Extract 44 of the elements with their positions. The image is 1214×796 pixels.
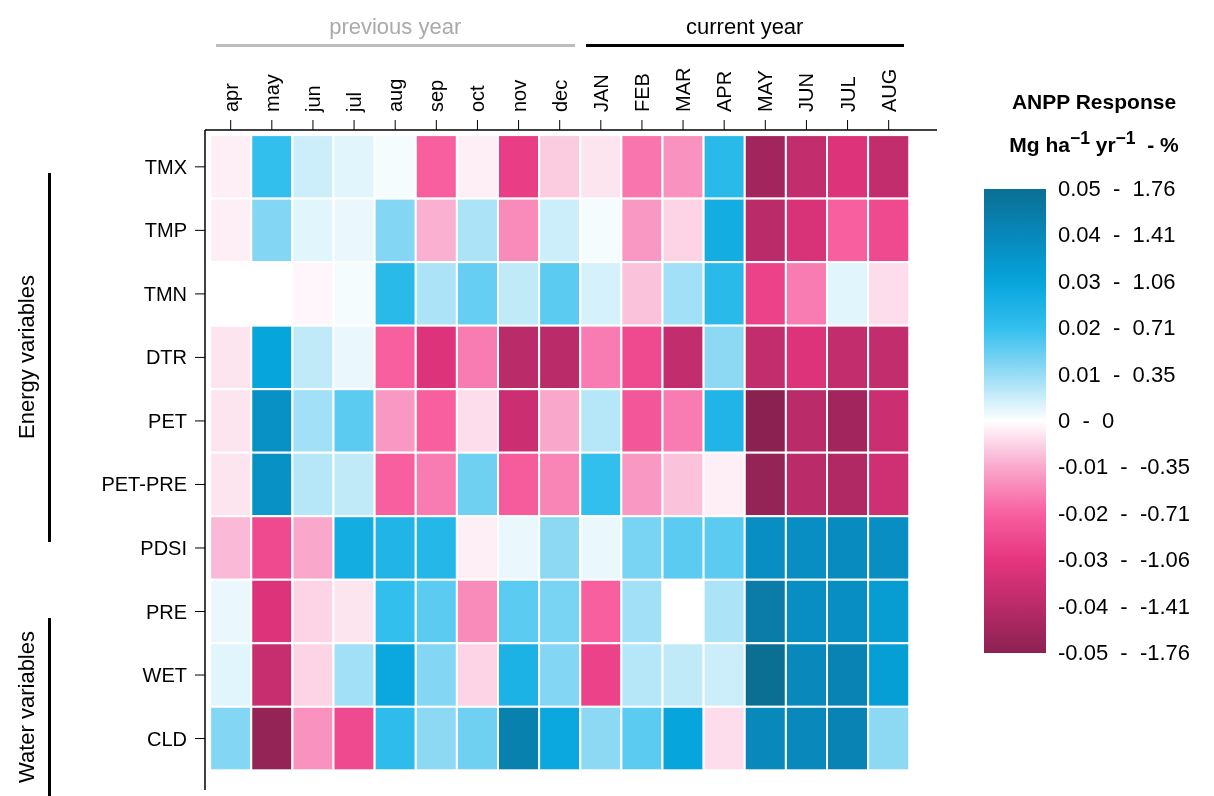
y-tick-label: PDSI	[140, 536, 187, 559]
x-tick-label: AUG	[877, 68, 900, 112]
text: previous year	[329, 14, 462, 39]
x-tick-label: jul	[343, 91, 366, 113]
x-tick-label: APR	[713, 70, 736, 112]
x-tick-label: nov	[507, 79, 530, 112]
x-tick-label: jun	[301, 85, 324, 113]
y-tick-label: TMN	[143, 282, 187, 305]
x-tick-label: aug	[384, 78, 407, 112]
legend-title: ANPP Response	[1011, 90, 1177, 113]
y-tick-label: TMP	[144, 219, 187, 242]
y-tick-label: TMX	[144, 155, 187, 178]
y-tick-label: PRE	[145, 600, 187, 623]
y-tick-label: DTR	[145, 346, 187, 369]
x-tick-label: JUL	[836, 76, 859, 112]
color-bar-label: 0.04 - 1.41	[1058, 221, 1176, 250]
text: current year	[686, 14, 804, 39]
text: Water variables	[14, 630, 39, 783]
color-bar-label: 0.03 - 1.06	[1058, 267, 1176, 296]
x-tick-label: MAY	[754, 70, 777, 112]
y-tick-label: PET-PRE	[101, 473, 187, 496]
color-bar-label: -0.01 - -0.35	[1058, 453, 1191, 482]
color-bar-label: 0.02 - 0.71	[1058, 314, 1176, 343]
x-tick-label: may	[260, 74, 283, 112]
y-tick-label: WET	[142, 664, 187, 687]
text: Energy variables	[14, 275, 39, 440]
color-bar-label: 0.01 - 0.35	[1058, 360, 1176, 389]
y-tick-label: CLD	[146, 727, 187, 750]
color-bar-label: 0 - 0	[1058, 407, 1115, 435]
color-bar-label: -0.05 - -1.76	[1058, 639, 1191, 667]
y-tick-label: PET	[148, 409, 187, 432]
color-bar-label: -0.04 - -1.41	[1058, 592, 1191, 621]
x-tick-label: JAN	[589, 74, 612, 112]
x-tick-label: MAR	[672, 67, 695, 112]
x-tick-label: FEB	[630, 73, 653, 112]
x-tick-label: dec	[548, 79, 571, 112]
x-tick-label: sep	[425, 79, 448, 112]
color-bar-label: 0.05 - 1.76	[1058, 175, 1176, 203]
color-bar-label: -0.02 - -0.71	[1058, 499, 1191, 528]
color-bar-label: -0.03 - -1.06	[1058, 546, 1191, 575]
color-bar-title: Mg ha$^{−1}$ yr$^{−1}$ - %	[1009, 128, 1179, 156]
x-tick-label: JUN	[795, 73, 818, 112]
x-tick-label: oct	[466, 84, 489, 112]
x-tick-label: apr	[219, 82, 242, 112]
